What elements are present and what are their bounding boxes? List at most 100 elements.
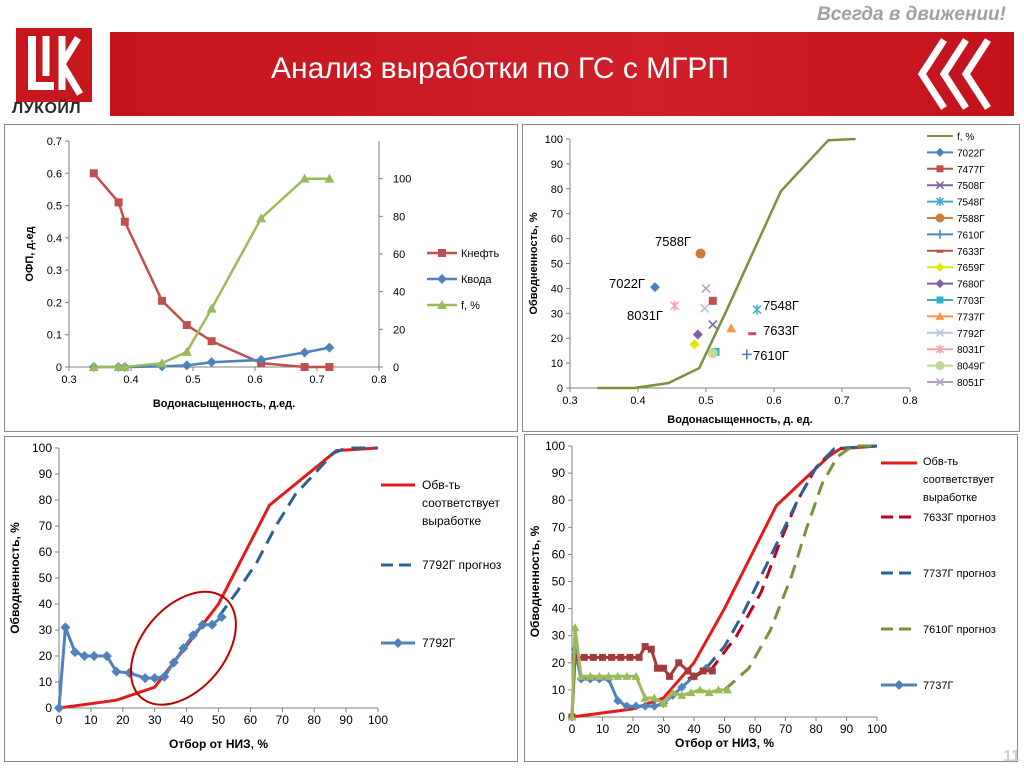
data-point	[69, 647, 80, 658]
legend-label: 7477Г	[957, 165, 985, 176]
y-tick-label: 50	[39, 571, 53, 585]
legend-marker	[935, 279, 945, 289]
legend-marker	[935, 328, 945, 337]
data-point	[708, 667, 716, 675]
data-point	[677, 690, 687, 699]
y-tick-label: 10	[551, 358, 563, 370]
data-point	[182, 321, 191, 330]
x-tick-label: 80	[308, 713, 322, 727]
data-point	[626, 653, 634, 661]
x-tick-label: 100	[368, 713, 388, 727]
y-axis-title: Обводненность, %	[8, 522, 22, 634]
x-tick-label: 90	[840, 722, 854, 736]
x-tick-label: 40	[180, 713, 194, 727]
title-banner: Анализ выработки по ГС с МГРП	[110, 32, 1014, 116]
y-tick-label: 90	[39, 467, 53, 481]
x-tick-label: 30	[148, 713, 162, 727]
y2-tick-label: 40	[393, 287, 405, 299]
point-annotation: 8031Г	[627, 308, 663, 323]
data-point	[649, 701, 659, 711]
legend-label: 7610Г прогноз	[923, 624, 996, 636]
data-point	[704, 688, 714, 697]
y-tick-label: 100	[32, 441, 52, 455]
data-point	[608, 653, 616, 661]
legend-label: Обв-ть соответствует выработке	[422, 478, 500, 528]
x-tick-label: 20	[626, 722, 640, 736]
data-point	[124, 667, 135, 678]
y-tick-label: 90	[551, 159, 563, 171]
data-point	[567, 712, 577, 721]
y-tick-label: 70	[551, 209, 563, 221]
data-point	[187, 630, 198, 641]
y-tick-label: 30	[552, 629, 566, 643]
data-point	[613, 696, 623, 706]
data-point	[631, 671, 641, 680]
y-tick-label: 20	[552, 656, 566, 670]
x-tick-label: 0.7	[834, 395, 849, 407]
x-tick-label: 40	[687, 722, 701, 736]
legend-marker	[894, 680, 904, 690]
data-point	[622, 671, 632, 680]
legend-marker	[935, 147, 945, 157]
data-point	[726, 323, 737, 333]
data-point	[181, 360, 192, 371]
series-line	[687, 444, 878, 681]
data-point	[89, 651, 100, 661]
legend-label: 7588Г	[957, 214, 985, 225]
data-point	[580, 653, 588, 661]
y-tick-label: 100	[545, 439, 565, 453]
point-annotation: 7548Г	[763, 298, 799, 313]
data-point	[119, 362, 130, 371]
legend-label: 7610Г	[957, 230, 985, 241]
x-tick-label: 10	[596, 722, 610, 736]
data-point	[675, 659, 683, 667]
x-tick-label: 70	[276, 713, 290, 727]
data-point	[713, 685, 723, 694]
data-point	[300, 363, 309, 371]
legend-marker	[935, 377, 945, 387]
series-line	[217, 446, 378, 618]
y-tick-label: 100	[545, 134, 563, 146]
x-tick-label: 100	[867, 722, 887, 736]
chart-watercut-saturation-svg: 0.3 0.4 0.5 0.6 0.7 0.8 0 10 20 30 40 50 60 70 80 90 100…	[528, 132, 985, 426]
legend-marker	[935, 311, 945, 320]
x-tick-label: 0.6	[766, 395, 781, 407]
point-annotation: 7588Г	[655, 234, 691, 249]
data-point	[707, 348, 718, 359]
x-tick-label: 0.4	[630, 395, 645, 407]
x-tick-label: 0.7	[309, 374, 324, 386]
legend-label: 7548Г	[957, 198, 985, 209]
y-axis-title: Обводненность, %	[528, 525, 542, 637]
legend-marker	[935, 181, 945, 190]
y-tick-label: 20	[551, 333, 563, 345]
y-tick-label: 90	[552, 466, 566, 480]
chart-watercut-saturation: 0.3 0.4 0.5 0.6 0.7 0.8 0 10 20 30 40 50 60 70 80 90 100…	[522, 124, 1020, 432]
data-point	[613, 671, 623, 680]
data-point	[120, 217, 129, 226]
data-point	[324, 173, 335, 183]
y-tick-label: 20	[39, 649, 53, 663]
y-tick-label: 0.2	[47, 297, 62, 309]
data-point	[647, 645, 655, 653]
legend-marker	[393, 638, 403, 648]
data-point	[325, 363, 334, 371]
chart-ofp-svg: 0.3 0.4 0.5 0.6 0.7 0.8 0 0.1 0.2 0.3 0.4 0.5 0.6 0.7…	[24, 136, 499, 410]
series-line	[723, 444, 877, 692]
data-point	[631, 701, 641, 711]
legend-marker	[935, 197, 945, 207]
y-tick-label: 0	[558, 710, 565, 724]
x-tick-label: 0.4	[123, 374, 138, 386]
legend-label: 7633Г	[957, 247, 985, 258]
data-point	[708, 296, 717, 305]
data-point	[299, 347, 310, 358]
x-tick-label: 60	[244, 713, 258, 727]
data-point	[689, 339, 700, 350]
data-point	[576, 671, 586, 680]
chart-7792-svg: 0 10 20 30 40 50 60 70 80 90 100 0 10 20 30 40 50 60 70 80 9…	[8, 441, 502, 751]
data-point	[695, 248, 706, 259]
data-point	[686, 688, 696, 697]
data-point	[640, 693, 650, 702]
legend-label: 8051Г	[957, 378, 985, 389]
legend-marker	[935, 213, 945, 223]
y-tick-label: 10	[39, 675, 53, 689]
